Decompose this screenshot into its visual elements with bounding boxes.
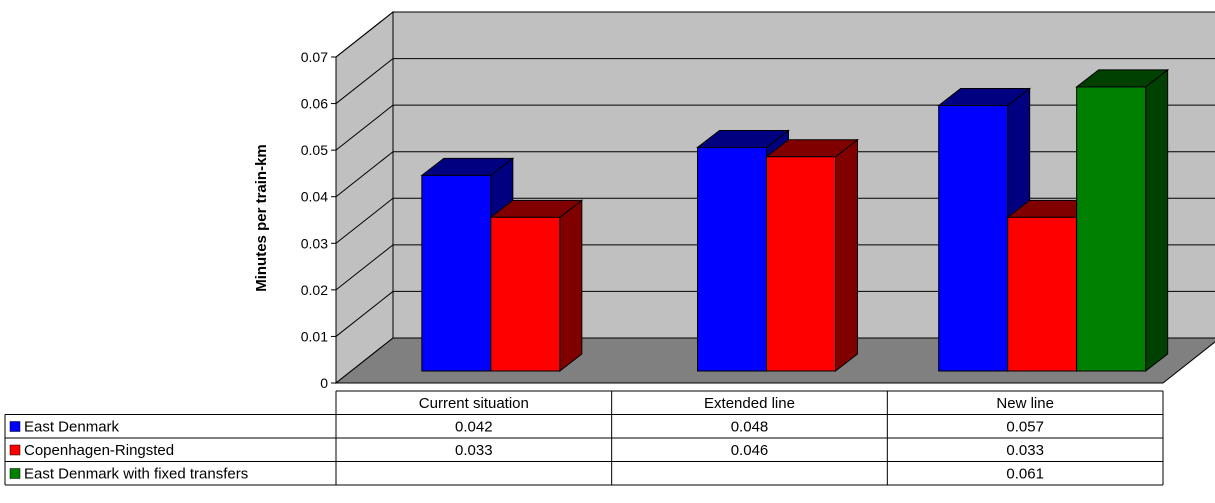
legend-label: East Denmark with fixed transfers — [24, 466, 248, 483]
bar — [938, 105, 1009, 372]
legend-label: Copenhagen-Ringsted — [24, 442, 174, 459]
bar-side — [559, 199, 583, 373]
y-tick-label: 0.04 — [301, 189, 328, 205]
table-cell: 0.033 — [1006, 442, 1044, 459]
table-cell: 0.046 — [731, 442, 769, 459]
data-table: Current situation Extended line New line Ea… — [4, 390, 1164, 486]
table-cell: 0.061 — [1006, 466, 1044, 483]
gridline — [335, 11, 1215, 58]
table-cell: 0.042 — [455, 419, 493, 436]
table-header: New line — [996, 395, 1054, 412]
plot-area: 0 0.01 0.02 0.03 0.04 0.05 0.06 0.07 — [301, 10, 1215, 391]
bar-side — [835, 138, 858, 373]
legend-key — [9, 444, 21, 456]
y-axis-label: Minutes per train-km — [253, 144, 270, 292]
bar — [1007, 216, 1078, 372]
bar — [421, 174, 492, 372]
legend-key — [9, 421, 21, 432]
table-cell: 0.033 — [455, 442, 493, 459]
bar — [490, 216, 561, 372]
bar-side — [1145, 68, 1169, 373]
y-tick-label: 0.02 — [301, 282, 328, 298]
bar — [697, 146, 767, 372]
legend-key — [9, 468, 21, 479]
table-cell: 0.057 — [1006, 419, 1044, 436]
table-header: Extended line — [704, 395, 795, 412]
bar — [766, 156, 836, 372]
y-tick-label: 0.03 — [301, 235, 328, 251]
y-tick-label: 0 — [320, 375, 328, 391]
bar — [1076, 86, 1147, 372]
side-wall — [335, 10, 394, 385]
table-header: Current situation — [419, 395, 529, 412]
y-tick-label: 0.07 — [301, 49, 328, 65]
y-tick-label: 0.05 — [301, 142, 328, 158]
legend-label: East Denmark — [24, 419, 120, 436]
y-tick-label: 0.06 — [301, 96, 328, 112]
gridline — [335, 58, 1215, 104]
table-cell: 0.048 — [731, 419, 769, 436]
y-tick-label: 0.01 — [301, 328, 328, 344]
